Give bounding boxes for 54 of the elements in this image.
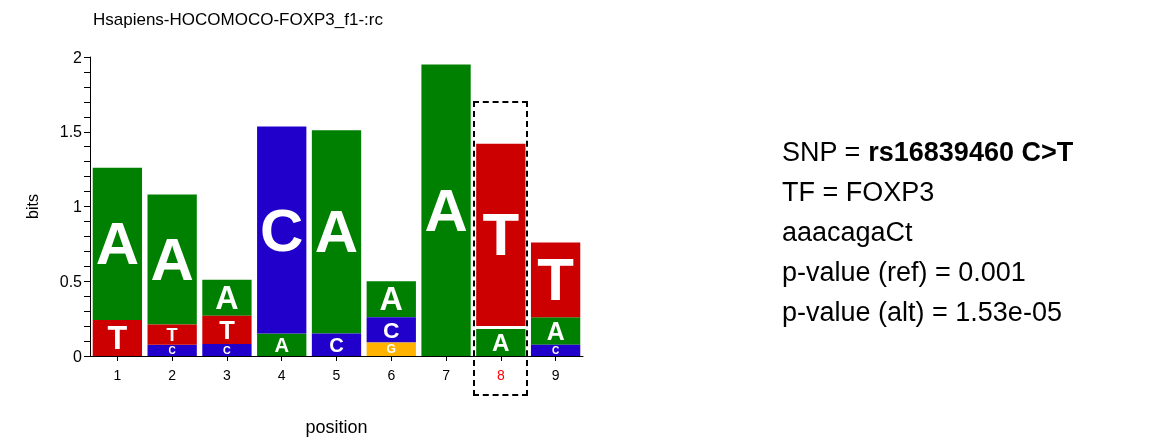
text: T	[219, 315, 235, 344]
x-tick-label: 2	[168, 367, 177, 383]
y-tick-label: 1.5	[59, 123, 83, 141]
x-tick-label: 5	[332, 367, 341, 383]
bar	[147, 324, 197, 345]
bar	[530, 344, 581, 356]
text: C	[383, 316, 400, 343]
text: A	[215, 279, 239, 316]
chart-title: Hsapiens-HOCOMOCO-FOXP3_f1-:rc	[93, 10, 384, 29]
text: SNP = rs16839460 C>T	[782, 136, 1074, 167]
text: A	[314, 198, 359, 266]
bar	[202, 315, 252, 345]
bar	[202, 344, 252, 356]
text: C	[329, 333, 344, 356]
x-tick-label: 8	[496, 367, 505, 383]
series-label: A	[492, 329, 510, 357]
y-tick-label: 1	[73, 198, 83, 215]
text: p-value (alt) = 1.53e-05	[782, 296, 1062, 327]
y-tick-label: 0.5	[59, 272, 83, 290]
bar	[476, 143, 526, 327]
text: TF = FOXP3	[782, 176, 935, 207]
series-label: T	[107, 320, 128, 357]
text: A	[274, 333, 290, 356]
x-axis-title: position	[305, 417, 368, 437]
text: T	[537, 246, 574, 314]
bar	[92, 320, 143, 356]
text: A	[150, 226, 194, 294]
bar	[147, 344, 197, 356]
text: C	[260, 196, 304, 264]
text: A	[424, 176, 468, 244]
text: T	[166, 324, 178, 345]
y-axis-title: bits	[23, 194, 41, 219]
text: T	[482, 201, 520, 269]
text: C	[551, 344, 560, 356]
x-tick-label: 1	[113, 367, 122, 383]
bar	[366, 317, 416, 343]
series-label: C	[223, 344, 232, 357]
bar	[421, 64, 471, 356]
x-tick-label: 9	[551, 367, 560, 383]
series-label: G	[386, 342, 396, 357]
y-tick-label: 0	[73, 347, 83, 365]
text: p-value (ref) = 0.001	[782, 256, 1026, 287]
text: A	[546, 316, 565, 345]
x-tick-label: 4	[277, 367, 286, 383]
text: A	[95, 210, 140, 278]
text: C	[168, 344, 176, 356]
x-tick-label: 6	[387, 367, 396, 383]
bar	[311, 130, 362, 334]
y-tick-label: 2	[73, 48, 83, 66]
bar	[257, 126, 307, 334]
text: A	[379, 281, 403, 318]
text: aaacagaCt	[782, 216, 914, 247]
x-tick-label: 3	[223, 367, 232, 383]
x-tick-label: 7	[442, 367, 451, 383]
